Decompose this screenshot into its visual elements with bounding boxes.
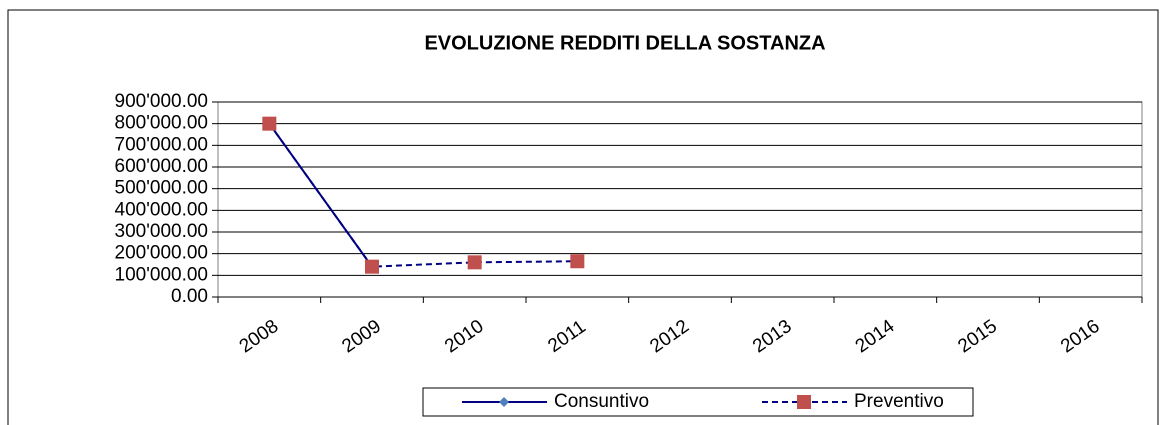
data-point <box>570 254 585 269</box>
x-tick-label: 2016 <box>1057 316 1104 357</box>
y-tick-label: 100'000.00 <box>115 264 208 285</box>
y-tick-label: 400'000.00 <box>115 199 208 220</box>
y-tick-label: 300'000.00 <box>115 221 208 242</box>
chart-frame <box>7 9 1159 425</box>
y-tick-label: 800'000.00 <box>115 113 208 134</box>
x-tick-label: 2009 <box>338 316 385 357</box>
x-tick-label: 2010 <box>441 316 488 357</box>
data-point <box>262 116 277 131</box>
plot-area <box>217 101 1143 298</box>
x-tick-label: 2014 <box>852 316 899 358</box>
y-tick-label: 600'000.00 <box>115 156 208 177</box>
x-tick-label: 2008 <box>236 316 283 357</box>
data-point <box>467 255 482 270</box>
x-tick-label: 2013 <box>749 316 796 357</box>
legend-marker <box>499 397 509 407</box>
y-tick-label: 0.00 <box>171 286 208 307</box>
data-point <box>365 259 379 274</box>
x-tick-label: 2011 <box>544 316 590 357</box>
y-tick-label: 200'000.00 <box>115 243 208 264</box>
y-tick-label: 500'000.00 <box>115 178 208 199</box>
y-tick-label: 700'000.00 <box>115 134 208 155</box>
series-line <box>268 123 578 268</box>
chart-title: EVOLUZIONE REDDITI DELLA SOSTANZA <box>424 32 825 54</box>
legend-label: Consuntivo <box>554 391 649 412</box>
legend-marker <box>797 395 811 409</box>
legend-label: Preventivo <box>854 391 944 412</box>
y-tick-label: 900'000.00 <box>115 91 208 112</box>
x-tick-label: 2015 <box>954 316 1001 357</box>
x-tick-label: 2012 <box>646 316 693 357</box>
series-line <box>268 123 373 268</box>
